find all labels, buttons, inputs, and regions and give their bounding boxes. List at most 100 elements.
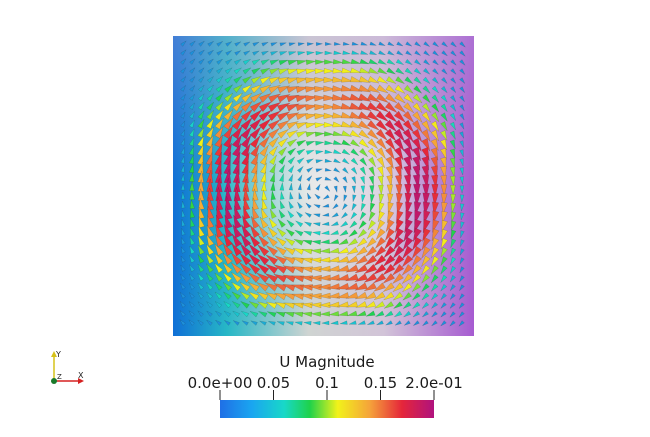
velocity-arrow-glyph xyxy=(378,41,386,46)
velocity-arrow-glyph xyxy=(304,104,318,111)
velocity-arrow-glyph xyxy=(441,228,448,241)
velocity-arrow-glyph xyxy=(214,143,223,157)
velocity-arrow-glyph xyxy=(224,75,233,84)
velocity-arrow-glyph xyxy=(402,282,413,293)
velocity-arrow-glyph xyxy=(459,266,465,274)
velocity-arrow-glyph xyxy=(198,225,205,237)
velocity-arrow-glyph xyxy=(396,50,404,56)
velocity-arrow-glyph xyxy=(197,319,204,326)
velocity-arrow-glyph xyxy=(252,188,259,201)
velocity-arrow-glyph xyxy=(198,235,205,246)
velocity-arrow-glyph xyxy=(441,219,448,232)
velocity-arrow-glyph xyxy=(188,273,195,281)
velocity-arrow-glyph xyxy=(358,84,372,93)
velocity-arrow-glyph xyxy=(422,183,430,198)
velocity-arrows xyxy=(179,40,466,327)
velocity-arrow-glyph xyxy=(375,228,386,240)
velocity-arrow-glyph xyxy=(412,93,423,104)
velocity-arrow-glyph xyxy=(332,67,344,74)
velocity-arrow-glyph xyxy=(233,214,242,230)
velocity-arrow-glyph xyxy=(240,243,252,257)
velocity-arrow-glyph xyxy=(396,41,404,47)
velocity-arrow-glyph xyxy=(333,194,339,202)
velocity-arrow-glyph xyxy=(198,58,205,65)
velocity-arrow-glyph xyxy=(189,93,196,101)
velocity-arrow-glyph xyxy=(368,211,376,222)
velocity-arrow-glyph xyxy=(331,203,339,210)
velocity-arrow-glyph xyxy=(440,238,448,249)
velocity-arrow-glyph xyxy=(243,41,251,47)
velocity-arrow-glyph xyxy=(323,112,335,119)
velocity-arrow-glyph xyxy=(223,92,233,103)
velocity-arrow-glyph xyxy=(324,140,334,146)
velocity-arrow-glyph xyxy=(323,85,336,93)
orientation-axes[interactable]: X Y Z xyxy=(40,345,100,395)
velocity-arrow-glyph xyxy=(287,68,299,75)
velocity-arrow-glyph xyxy=(431,274,439,284)
velocity-arrow-glyph xyxy=(348,229,358,237)
velocity-arrow-glyph xyxy=(261,189,268,201)
velocity-arrow-glyph xyxy=(384,236,396,250)
velocity-arrow-glyph xyxy=(392,254,405,268)
velocity-arrow-glyph xyxy=(188,136,195,147)
velocity-arrow-glyph xyxy=(198,76,205,83)
velocity-arrow-glyph xyxy=(358,120,371,130)
velocity-arrow-glyph xyxy=(412,236,423,251)
velocity-arrow-glyph xyxy=(233,76,242,84)
velocity-arrow-glyph xyxy=(414,41,422,47)
velocity-arrow-glyph xyxy=(384,310,394,318)
velocity-arrow-glyph xyxy=(393,310,403,318)
velocity-arrow-glyph xyxy=(303,230,313,237)
velocity-arrow-glyph xyxy=(387,193,394,206)
velocity-arrow-glyph xyxy=(241,101,253,112)
colorbar-tick-label: 0.1 xyxy=(315,374,339,392)
velocity-arrow-glyph xyxy=(387,50,396,56)
velocity-arrow-glyph xyxy=(360,41,369,46)
velocity-arrow-glyph xyxy=(440,320,447,327)
velocity-arrow-glyph xyxy=(180,173,185,182)
velocity-arrow-glyph xyxy=(264,273,279,283)
velocity-arrow-glyph xyxy=(206,84,215,93)
velocity-arrow-glyph xyxy=(180,246,186,254)
velocity-arrow-glyph xyxy=(188,319,195,326)
velocity-arrow-glyph xyxy=(232,320,240,326)
colorbar-title: U Magnitude xyxy=(279,353,375,371)
velocity-arrow-glyph xyxy=(302,240,313,246)
velocity-arrow-glyph xyxy=(181,191,186,200)
velocity-arrow-glyph xyxy=(291,284,305,292)
velocity-arrow-glyph xyxy=(282,274,296,283)
velocity-arrow-glyph xyxy=(296,211,304,219)
velocity-arrow-glyph xyxy=(268,93,281,103)
velocity-arrow-glyph xyxy=(303,221,312,227)
velocity-arrow-glyph xyxy=(312,222,321,227)
velocity-arrow-glyph xyxy=(277,129,289,139)
velocity-arrow-glyph xyxy=(327,292,340,299)
x-axis-arrowhead xyxy=(78,378,84,384)
velocity-arrow-glyph xyxy=(431,192,439,207)
velocity-arrow-glyph xyxy=(249,101,263,113)
velocity-arrow-glyph xyxy=(341,139,352,146)
velocity-arrow-glyph xyxy=(422,192,430,207)
velocity-arrow-glyph xyxy=(189,110,195,120)
velocity-arrow-glyph xyxy=(242,215,251,229)
velocity-arrow-glyph xyxy=(314,94,327,102)
velocity-arrow-glyph xyxy=(440,193,448,206)
velocity-arrow-glyph xyxy=(359,67,370,74)
velocity-arrow-glyph xyxy=(460,239,465,248)
velocity-arrow-glyph xyxy=(431,85,439,94)
velocity-arrow-glyph xyxy=(385,147,395,160)
velocity-arrow-glyph xyxy=(422,228,431,242)
velocity-arrow-glyph xyxy=(256,263,270,275)
velocity-arrow-glyph xyxy=(180,264,186,272)
velocity-arrow-glyph xyxy=(430,301,439,309)
velocity-arrow-glyph xyxy=(189,199,195,210)
velocity-arrow-glyph xyxy=(358,93,372,102)
velocity-arrow-glyph xyxy=(364,282,377,292)
velocity-arrow-glyph xyxy=(180,273,186,281)
velocity-arrow-glyph xyxy=(305,68,317,75)
velocity-arrow-glyph xyxy=(392,263,405,276)
velocity-arrow-glyph xyxy=(349,129,361,138)
velocity-arrow-glyph xyxy=(240,126,252,140)
velocity-arrow-glyph xyxy=(207,67,214,74)
